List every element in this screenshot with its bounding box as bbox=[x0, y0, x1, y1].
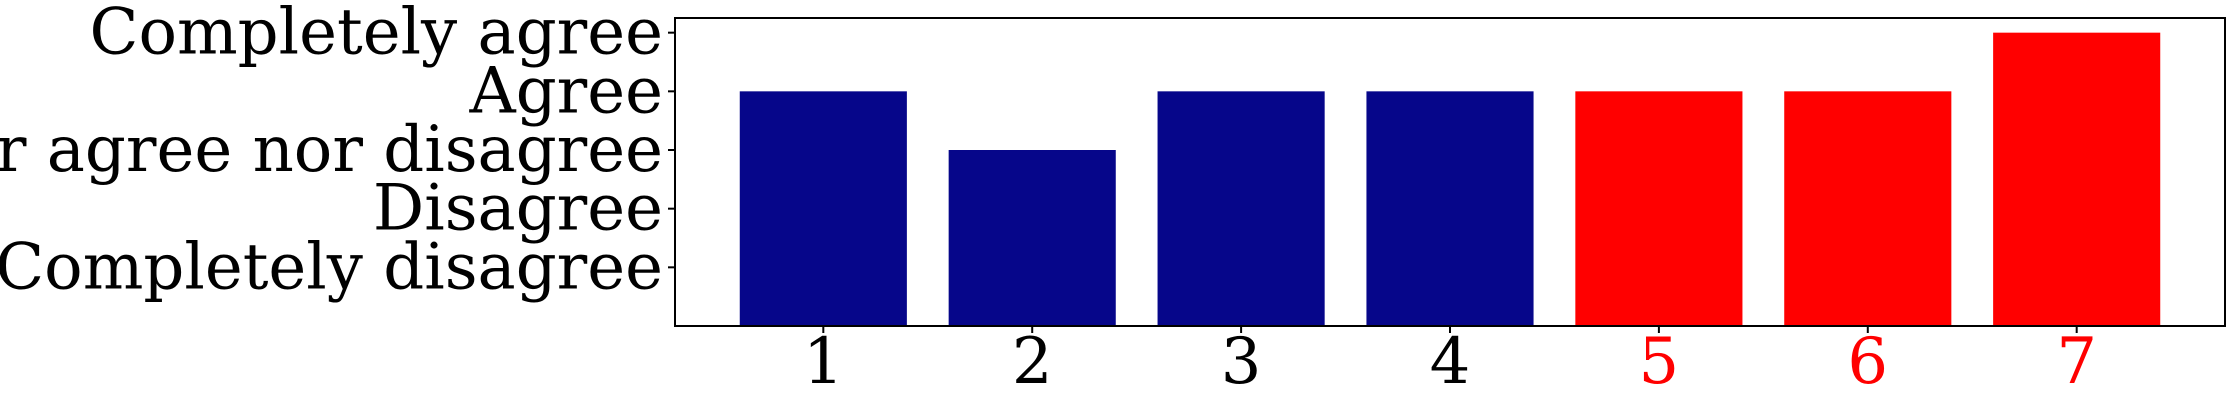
x-tick-label-4: 4 bbox=[1430, 325, 1471, 399]
x-tick-label-7: 7 bbox=[2056, 325, 2097, 399]
x-tick-label-3: 3 bbox=[1221, 325, 1262, 399]
y-tick-label-1: Completely disagree bbox=[0, 230, 663, 304]
bar-3 bbox=[1157, 91, 1325, 326]
y-tick-label-4: Agree bbox=[468, 54, 663, 128]
x-tick-label-1: 1 bbox=[803, 325, 844, 399]
y-axis: Completely disagreeDisagreeNeither agree… bbox=[0, 0, 675, 304]
y-tick-label-3: Neither agree nor disagree bbox=[0, 113, 663, 187]
bar-5 bbox=[1575, 91, 1743, 326]
plot-frame bbox=[674, 17, 2226, 327]
bars-group bbox=[739, 32, 2161, 327]
bar-4 bbox=[1366, 91, 1534, 326]
bar-7 bbox=[1993, 32, 2161, 327]
x-tick-label-2: 2 bbox=[1012, 325, 1053, 399]
x-tick-label-5: 5 bbox=[1639, 325, 1680, 399]
bar-2 bbox=[948, 150, 1116, 326]
y-tick-label-5: Completely agree bbox=[89, 0, 663, 70]
x-axis: 1 2 3 4 5 6 7 bbox=[803, 325, 2097, 399]
bar-6 bbox=[1784, 91, 1952, 326]
x-tick-label-6: 6 bbox=[1847, 325, 1888, 399]
y-tick-label-2: Disagree bbox=[373, 172, 663, 246]
bar-1 bbox=[739, 91, 907, 326]
